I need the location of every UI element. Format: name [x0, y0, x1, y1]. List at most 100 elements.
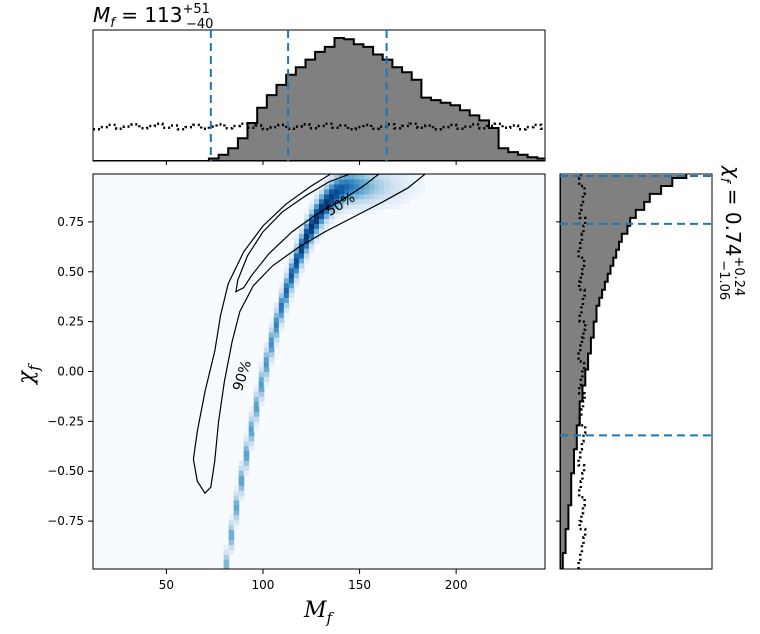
heatmap-cell [324, 208, 330, 215]
heatmap-cell [253, 396, 260, 402]
heatmap-cell [233, 504, 240, 511]
heatmap-cell [238, 490, 245, 496]
chi-posterior-histogram [560, 174, 688, 569]
heatmap-cell [248, 435, 255, 442]
heatmap-cell [303, 233, 310, 239]
heatmap-cell [344, 198, 350, 205]
heatmap-cell [399, 174, 405, 180]
heatmap-cell [278, 282, 285, 289]
heatmap-cell [339, 178, 345, 185]
heatmap-cell [334, 178, 340, 185]
heatmap-cell [268, 317, 275, 323]
heatmap-cell [303, 228, 310, 234]
heatmap-cell [233, 499, 240, 506]
heatmap-cell [389, 203, 395, 210]
heatmap-cell [243, 430, 250, 437]
heatmap-cell [324, 203, 330, 210]
heatmap-cell [324, 178, 330, 185]
heatmap-cell [404, 183, 410, 190]
heatmap-cell [308, 228, 315, 234]
heatmap-cell [268, 356, 275, 363]
heatmap-cell [329, 193, 335, 200]
heatmap-cell [308, 208, 315, 215]
heatmap-cell [253, 420, 260, 427]
heatmap-cell [313, 218, 320, 224]
heatmap-cell [409, 174, 416, 180]
heatmap-cell [369, 178, 375, 185]
heatmap-cell [228, 549, 235, 555]
x-tick-label: 50 [159, 578, 174, 592]
heatmap-cell [364, 178, 370, 185]
heatmap-cell [293, 248, 300, 254]
heatmap-cell [268, 341, 275, 348]
heatmap-cell [273, 327, 280, 333]
heatmap-cell [248, 445, 255, 452]
y-tick-label: −0.25 [47, 414, 84, 428]
heatmap-cell [288, 257, 295, 264]
heatmap-cell [293, 267, 300, 274]
heatmap-cell [364, 203, 370, 210]
heatmap-cell [344, 208, 350, 215]
heatmap-cell [273, 341, 280, 348]
heatmap-cell [364, 174, 370, 180]
heatmap-cell [339, 183, 345, 190]
heatmap-cell [389, 174, 395, 180]
contour-50 [235, 174, 380, 293]
heatmap-cell [248, 425, 255, 432]
heatmap-cell [298, 238, 305, 244]
heatmap-cell [364, 208, 370, 215]
heatmap-cell [248, 440, 255, 447]
heatmap-cell [308, 213, 315, 220]
heatmap-cell [334, 208, 340, 215]
heatmap-cell [344, 203, 350, 210]
heatmap-cell [238, 475, 245, 481]
heatmap-cell [278, 327, 285, 333]
heatmap-cell [339, 193, 345, 200]
heatmap-cell [374, 193, 380, 200]
heatmap-cell [379, 193, 385, 200]
heatmap-cell [273, 336, 280, 343]
heatmap-cell [384, 188, 390, 195]
heatmap-cell [228, 514, 235, 521]
y-tick-label: 0.50 [57, 265, 84, 279]
heatmap-cell [404, 174, 410, 180]
heatmap-cell [324, 213, 330, 220]
chi-summary-plus: +0.24 [731, 256, 746, 296]
heatmap-cell [384, 174, 390, 180]
heatmap-cell [389, 188, 395, 195]
chi-summary-lhs: χ [721, 165, 745, 179]
heatmap-cell [319, 193, 325, 200]
chi-marginal-panel: χf = 0.74+0.24−1.06 [556, 165, 746, 570]
heatmap-cell [283, 307, 290, 313]
heatmap-cell [253, 411, 260, 417]
heatmap-cell [223, 544, 230, 550]
heatmap-cell [389, 178, 395, 185]
heatmap-cell [364, 188, 370, 195]
heatmap-cell [298, 257, 305, 264]
heatmap-cell [334, 203, 340, 210]
heatmap-cell [409, 183, 416, 190]
heatmap-cell [369, 198, 375, 205]
heatmap-cell [288, 292, 295, 299]
heatmap-cell [303, 238, 310, 244]
heatmap-cell [228, 534, 235, 540]
heatmap-cell [364, 193, 370, 200]
y-tick-label: 0.00 [57, 365, 84, 379]
heatmap-cell [238, 460, 245, 466]
heatmap-cell [298, 272, 305, 279]
heatmap-cell [258, 396, 265, 402]
heatmap-cell [268, 332, 275, 338]
heatmap-cell [379, 174, 385, 180]
heatmap-cell [308, 233, 315, 239]
y-tick-label: 0.75 [57, 215, 84, 229]
heatmap-cell [298, 233, 305, 239]
heatmap-cell [354, 198, 360, 205]
heatmap-cell [404, 188, 410, 195]
heatmap-cell [228, 524, 235, 531]
heatmap-cell [288, 272, 295, 279]
heatmap-cell [268, 351, 275, 358]
heatmap-cell [263, 371, 270, 378]
heatmap-cell [278, 307, 285, 313]
heatmap-cell [273, 302, 280, 308]
